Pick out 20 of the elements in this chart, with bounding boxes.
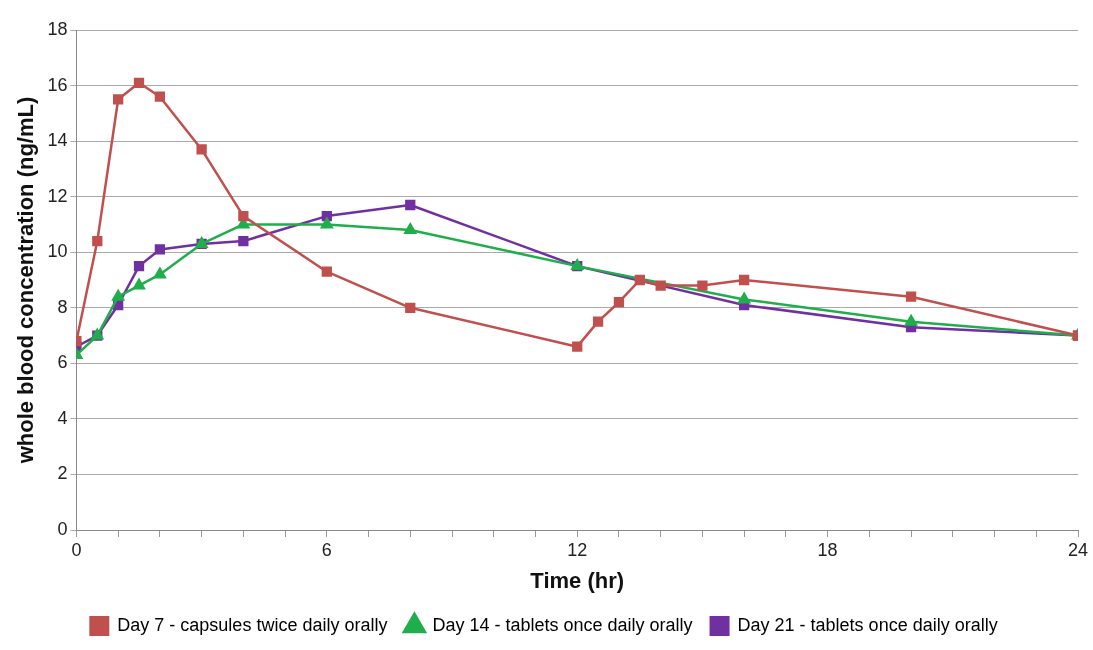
y-tick-label: 4 [57,407,68,428]
x-tick-label: 6 [321,539,332,560]
y-tick-label: 12 [47,185,68,206]
y-tick-label: 2 [57,463,68,484]
y-tick-label: 18 [47,18,68,39]
x-tick-label: 12 [567,539,588,560]
y-tick-label: 0 [57,518,68,539]
legend-label: Day 7 - capsules twice daily orally [117,614,388,635]
y-axis-title: whole blood concentration (ng/mL) [13,96,39,465]
y-tick-label: 8 [57,296,68,317]
y-tick-label: 6 [57,352,68,373]
y-tick-label: 14 [47,130,68,151]
x-tick-label: 24 [1067,539,1089,560]
legend-label: Day 14 - tablets once daily orally [432,614,693,635]
legend-label: Day 21 - tablets once daily orally [737,614,998,635]
x-tick-label: 18 [817,539,838,560]
y-tick-label: 16 [47,74,68,95]
x-tick-label: 0 [71,539,82,560]
x-axis-title: Time (hr) [530,567,625,593]
y-tick-label: 10 [47,241,68,262]
